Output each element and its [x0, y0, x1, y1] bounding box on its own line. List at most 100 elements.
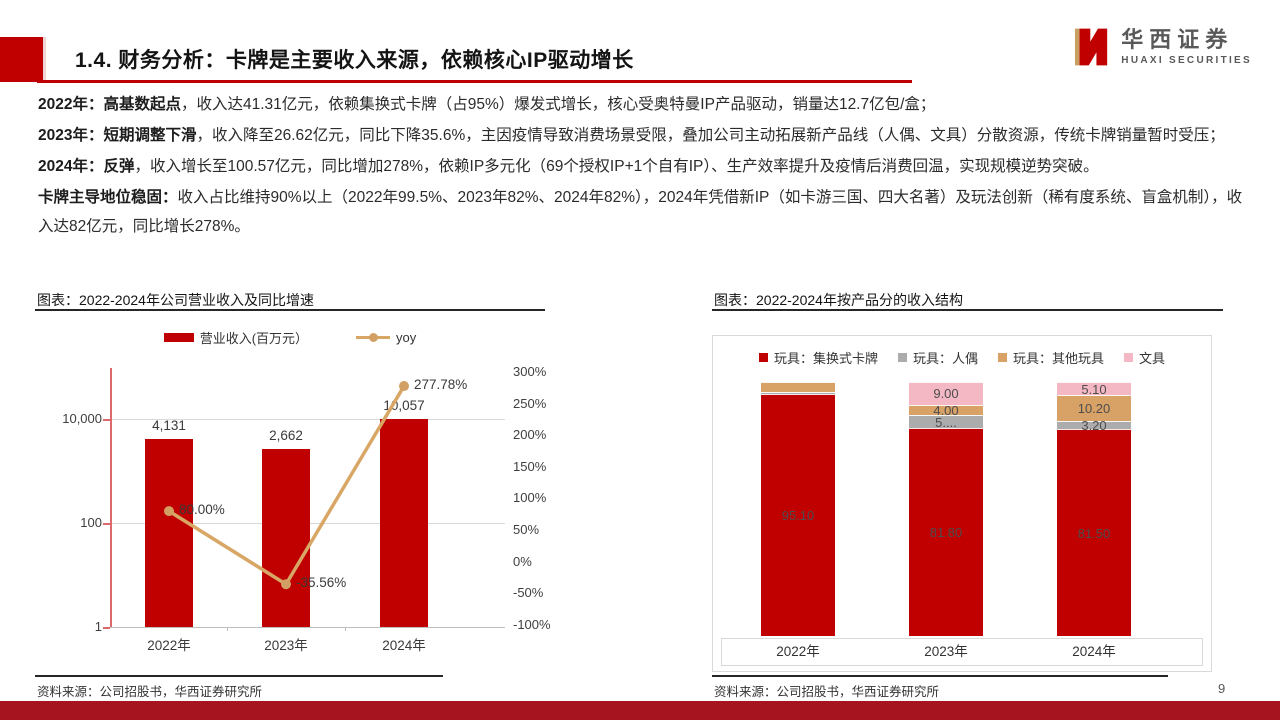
stack-segment-label: 3.20 — [1081, 417, 1107, 433]
x-axis-tick — [345, 627, 346, 631]
right-source-text: 资料来源：公司招股书，华西证券研究所 — [714, 685, 940, 699]
x-axis-tick — [227, 627, 228, 631]
revenue-bar — [380, 418, 428, 627]
right-chart-caption: 图表：2022-2024年按产品分的收入结构 — [714, 292, 963, 308]
stack-segment-label: 95.10 — [781, 508, 815, 524]
stack-segment-label: 81.50 — [1077, 525, 1111, 541]
page-number: 9 — [1218, 681, 1226, 696]
yoy-line — [164, 381, 409, 590]
revenue-bar — [145, 438, 193, 627]
gridline — [110, 419, 505, 420]
stack-segment: 3.20 — [1057, 418, 1131, 433]
footer-bar — [0, 701, 1280, 720]
title-accent-square — [0, 37, 46, 82]
legend-item: 玩具：其他玩具 — [998, 348, 1104, 367]
legend-label: 玩具：人偶 — [912, 351, 978, 366]
yoy-point-label: -35.56% — [296, 575, 347, 591]
left-caption-rule — [35, 309, 545, 311]
paragraph-2024: 2024年：反弹，收入增长至100.57亿元，同比增加278%，依赖IP多元化（… — [38, 152, 1246, 181]
left-chart-caption: 图表：2022-2024年公司营业收入及同比增速 — [37, 292, 314, 308]
stack-segment: 5.10 — [1057, 381, 1131, 397]
revenue-bar-label: 2,662 — [269, 427, 303, 443]
yoy-point-label: 277.78% — [414, 377, 468, 393]
page-title: 1.4. 财务分析：卡牌是主要收入来源，依赖核心IP驱动增长 — [75, 49, 634, 72]
legend-swatch — [1124, 353, 1134, 362]
y-axis-label: 100 — [80, 515, 102, 530]
x-axis-category-label: 2022年 — [776, 644, 820, 659]
stack-segment-label: 10.20 — [1077, 400, 1111, 416]
paragraph-2023: 2023年：短期调整下滑，收入降至26.62亿元，同比下降35.6%，主因疫情导… — [38, 121, 1246, 150]
revenue-bar-label: 4,131 — [152, 417, 186, 433]
secondary-axis-label: 100% — [513, 490, 547, 506]
stack-segment: 10.20 — [1057, 394, 1131, 421]
yoy-point-label: 80.00% — [179, 502, 225, 518]
legend-label-yoy: yoy — [396, 330, 417, 345]
legend-label-revenue: 营业收入(百万元） — [199, 331, 309, 346]
y-axis-tick — [103, 523, 110, 525]
stack-segment: 81.50 — [1057, 429, 1131, 636]
stack-segment: 5.... — [909, 415, 983, 430]
stack-segment-label: 9.00 — [933, 386, 959, 402]
yoy-swatch-dot — [369, 333, 379, 342]
secondary-axis-label: -50% — [513, 585, 544, 601]
stack-segment-label: 81.80 — [929, 525, 963, 541]
x-axis-category-label: 2024年 — [382, 638, 426, 653]
legend-label: 玩具：集换式卡牌 — [773, 351, 878, 366]
yoy-marker — [399, 381, 409, 392]
left-source-text: 资料来源：公司招股书，华西证券研究所 — [37, 685, 263, 699]
secondary-axis-label: 200% — [513, 427, 547, 443]
revenue-swatch — [163, 333, 194, 342]
right-caption-rule — [712, 309, 1223, 311]
secondary-axis-label: 50% — [513, 522, 540, 537]
revenue-combo-chart: 营业收入(百万元） yoy 10,000 100 1 300% 250% 200% 150% 10… — [35, 318, 550, 653]
legend-item: 玩具：集换式卡牌 — [758, 348, 878, 367]
paragraph-2022-lead: 2022年：高基数起点 — [38, 96, 181, 113]
secondary-axis-label: 150% — [513, 458, 547, 474]
secondary-axis-label: 0% — [513, 553, 532, 569]
yoy-swatch-line — [356, 333, 391, 342]
secondary-axis-label: 250% — [513, 395, 547, 411]
stack-segment-label: 4.00 — [933, 402, 959, 418]
stack-segment: 4.00 — [909, 402, 983, 418]
revenue-bar — [262, 448, 310, 627]
paragraph-2022-body: ，收入达41.31亿元，依赖集换式卡牌（占95%）爆发式增长，核心受奥特曼IP产… — [180, 96, 936, 113]
y-axis-tick — [103, 419, 110, 421]
paragraph-2024-lead: 2024年：反弹 — [38, 158, 135, 175]
legend-swatch — [998, 353, 1007, 362]
legend-label: 玩具：其他玩具 — [1013, 351, 1105, 366]
paragraph-cards-body: 收入占比维持90%以上（2022年99.5%、2023年82%、2024年82%… — [38, 189, 1243, 235]
x-axis-category-label: 2024年 — [1072, 644, 1116, 659]
yoy-marker — [281, 579, 291, 590]
x-axis-line — [110, 627, 505, 628]
x-axis-category-label: 2023年 — [924, 644, 968, 659]
stack-segment: 9.00 — [909, 382, 983, 405]
stack-segment: 95.10 — [761, 394, 835, 636]
legend-label: 文具 — [1139, 351, 1166, 366]
left-chart-legend: 营业收入(百万元） yoy — [35, 328, 545, 347]
huaxi-logo: 华西证券 HUAXI SECURITIES — [1065, 24, 1252, 70]
title-underline — [37, 80, 912, 83]
y-axis-label: 1 — [94, 619, 102, 634]
secondary-axis-label: -100% — [513, 616, 551, 632]
paragraph-2022: 2022年：高基数起点，收入达41.31亿元，依赖集换式卡牌（占95%）爆发式增… — [38, 90, 1246, 119]
x-axis-category-label: 2022年 — [147, 638, 191, 653]
legend-swatch — [897, 353, 907, 362]
huaxi-logo-icon — [1075, 28, 1108, 66]
y-axis-label: 10,000 — [62, 411, 102, 426]
paragraph-cards-lead: 卡牌主导地位稳固： — [38, 189, 178, 206]
left-source-rule — [35, 675, 443, 677]
stack-segment-label: 5.10 — [1081, 381, 1107, 397]
paragraph-2023-body: ，收入降至26.62亿元，同比下降35.6%，主因疫情导致消费场景受限，叠加公司… — [196, 127, 1225, 144]
logo-name-en: HUAXI SECURITIES — [1121, 55, 1252, 66]
category-strip — [721, 638, 1203, 666]
product-structure-chart: 玩具：集换式卡牌 玩具：人偶 玩具：其他玩具 文具 2022年 2023年 2024年 95.… — [712, 335, 1212, 672]
legend-item: 文具 — [1124, 348, 1165, 367]
legend-item-revenue: 营业收入(百万元） — [163, 328, 309, 347]
paragraph-2023-lead: 2023年：短期调整下滑 — [38, 127, 197, 144]
y-axis-line — [110, 368, 112, 627]
yoy-marker — [164, 506, 174, 517]
stack-segment: 81.80 — [909, 428, 983, 636]
legend-swatch — [758, 353, 768, 362]
logo-name-cn: 华西证券 — [1121, 27, 1234, 52]
